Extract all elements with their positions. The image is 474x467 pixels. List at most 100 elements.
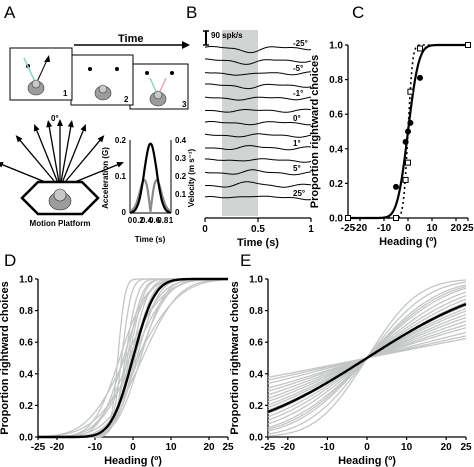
psth-xtick-2: 1 [308,224,314,235]
y-tick-label: 0.2 [329,179,343,190]
inset-acceleration-curve [129,178,172,213]
psth-heading-label: -1° [293,89,303,98]
data-point-square [393,215,399,221]
panel-a-frames: Time 1 2 3 [9,33,190,110]
x-tick-label: -20 [50,442,65,453]
y-tick-label: 0.0 [329,214,343,225]
frame-number-3: 3 [182,100,187,109]
inset-xlabel: Time (s) [135,235,166,244]
inset-ytick-left-1: 0.1 [115,172,127,181]
x-tick-label: -10 [88,442,103,453]
heading-arrow [59,126,86,189]
y-tick-label: 0.4 [329,144,343,155]
motion-platform-label: Motion Platform [30,219,91,228]
y-tick-label: 0.2 [249,401,263,412]
frame-number-2: 2 [124,95,129,104]
x-tick-label: -25 [31,442,46,453]
inset-ytick-right-1: 0.1 [175,190,187,199]
y-tick-label: 0.6 [329,110,343,121]
inset-ytick-right-2: 0.2 [175,172,187,181]
x-tick-label: -10 [377,223,392,234]
heading-arrowhead [57,119,63,126]
panel-a-label: A [4,3,16,22]
scale-bar-label: 90 spk/s [211,31,243,40]
heading-arrow [34,126,61,189]
y-tick-label: 1.0 [329,41,343,52]
panel-e-chart: -25 -20 -10 0 10 20 25 0.0 0.2 0.4 0.6 0.8 1.0 Headin… [229,275,472,467]
psth-xtick-1: 0.5 [251,224,265,235]
x-tick-label: -20 [281,442,296,453]
y-tick-label: 0.0 [19,433,33,444]
heading-arrowhead [33,124,40,132]
heading-arrow [17,137,61,189]
x-tick-label: 10 [165,442,177,453]
heading-arrowhead [15,135,23,143]
psth-trace [204,121,312,126]
x-tick-label: 10 [426,223,438,234]
x-tick-label: -25 [341,223,356,234]
y-tick-label: 0.8 [329,75,343,86]
mean-fit-curve [267,302,467,414]
psth-xlabel: Time (s) [237,237,279,249]
inset-xtick: 0 [128,216,133,225]
individual-fit-curve [37,278,228,438]
psth-heading-label: 0° [293,114,301,123]
heading-arrowhead [67,120,74,128]
y-tick-label: 0.8 [19,306,33,317]
psth-trace [204,83,312,90]
inset-xtick: 1 [169,216,174,225]
panel-c-chart: -25-20 -10 0 10 20 25 0.0 0.2 0.4 0.6 0.8 1.0 Headin… [309,41,474,249]
heading-arrow [59,122,73,189]
data-point-square [345,215,351,221]
inset-xtick: 0.2 [133,216,145,225]
panel-b-label: B [186,3,197,22]
psth-trace [204,58,312,65]
panel-a-inset: Time (s) Acceleration (G) Velocity (m s⁻… [101,136,196,244]
data-point-circle [407,119,414,126]
data-point-square [402,176,409,183]
y-tick-label: 0.8 [249,306,263,317]
heading-arrowhead [80,124,87,132]
panel-d-label: D [4,251,16,270]
heading-arrowhead [0,161,4,168]
x-tick-label: 10 [401,442,413,453]
heading-zero-label: 0° [51,114,59,123]
x-tick-label: -10 [320,442,335,453]
x-axis-label: Heading (º) [104,455,162,467]
x-tick-label: 25 [222,442,234,453]
data-point-square [417,45,423,52]
x-tick-label: 0 [130,442,136,453]
inset-ytick-right-4: 0.4 [175,136,187,145]
x-tick-label: 20 [450,223,462,234]
inset-xtick: 0.6 [149,216,161,225]
psth-trace [204,46,312,54]
psth-trace [204,71,312,76]
panel-a-heading-fan: 0° Motion Platform [0,114,124,228]
psth-trace [205,181,312,188]
inset-xtick: 0.4 [141,216,153,225]
y-tick-label: 1.0 [19,275,33,286]
psth-heading-label: 5° [293,164,301,173]
x-tick-label: -20 [353,223,368,234]
y-tick-label: 1.0 [249,275,263,286]
data-point-circle [417,74,423,81]
y-axis-label: Proportion rightward choices [309,55,321,208]
x-axis-label: Heading (º) [379,236,437,248]
psth-heading-label: 25° [293,189,305,198]
data-point-square [407,88,414,95]
data-point-square [405,159,411,166]
inset-ytick-right-0: 0 [175,208,180,217]
y-tick-label: 0.4 [249,369,263,380]
y-axis-label: Proportion rightward choices [229,281,241,434]
psth-trace [205,108,312,113]
individual-fit-curve [37,278,229,438]
psth-trace [204,195,312,201]
psth-xtick-0: 0 [202,224,208,235]
panel-c-label: C [352,3,364,22]
heading-arrowhead [97,135,105,143]
y-tick-label: 0.0 [249,433,263,444]
x-axis-label: Heading (º) [338,455,396,467]
x-tick-label: -25 [261,442,276,453]
heading-arrow [47,122,61,189]
